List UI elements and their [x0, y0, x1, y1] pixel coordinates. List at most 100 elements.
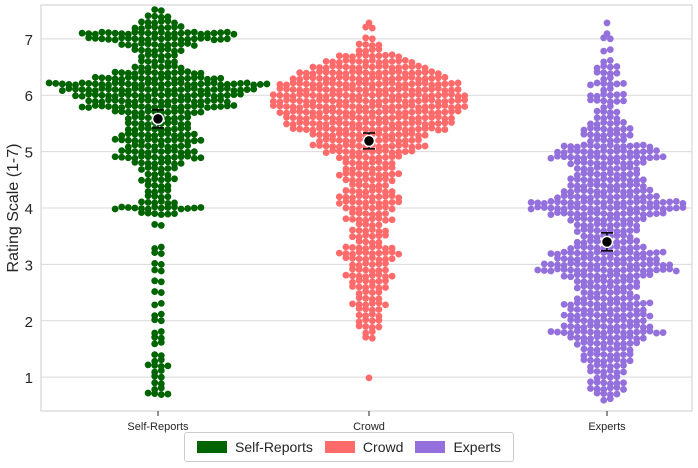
point-self-reports [157, 158, 165, 166]
point-experts [560, 153, 568, 161]
point-experts [600, 333, 608, 341]
point-experts [613, 299, 621, 307]
point-self-reports [164, 165, 172, 172]
point-crowd [329, 136, 337, 144]
point-crowd [342, 204, 350, 212]
point-crowd [375, 306, 383, 313]
point-self-reports [210, 103, 218, 111]
point-crowd [401, 141, 409, 149]
point-self-reports [131, 74, 139, 82]
point-crowd [448, 90, 455, 98]
point-crowd [276, 109, 284, 117]
point-crowd [375, 80, 383, 88]
point-experts [653, 192, 660, 200]
point-experts [633, 265, 641, 273]
point-experts [540, 260, 548, 268]
point-self-reports [171, 108, 178, 116]
point-experts [580, 243, 588, 251]
point-self-reports [197, 91, 205, 99]
point-crowd [395, 152, 403, 160]
point-crowd [342, 271, 350, 279]
point-experts [593, 283, 601, 291]
point-crowd [388, 177, 396, 185]
point-experts [620, 136, 627, 144]
point-experts [633, 322, 641, 329]
point-crowd [322, 107, 330, 115]
point-crowd [395, 74, 403, 82]
point-experts [560, 255, 568, 263]
point-crowd [296, 108, 304, 116]
point-experts [666, 198, 674, 206]
legend-swatch [324, 441, 355, 453]
mean-point [600, 235, 614, 249]
point-crowd [388, 86, 396, 93]
point-experts [580, 232, 588, 240]
point-self-reports [177, 68, 185, 76]
point-experts [613, 136, 621, 144]
point-experts [573, 334, 581, 342]
point-crowd [302, 73, 310, 81]
point-crowd [355, 283, 363, 291]
point-crowd [349, 131, 356, 139]
point-self-reports [151, 175, 159, 183]
point-experts [633, 254, 641, 262]
point-self-reports [157, 169, 165, 177]
point-crowd [401, 91, 409, 99]
point-crowd [349, 113, 356, 121]
point-self-reports [45, 79, 53, 87]
point-self-reports [230, 80, 238, 88]
point-self-reports [197, 80, 205, 88]
point-self-reports [263, 80, 271, 88]
point-crowd [421, 131, 429, 139]
point-crowd [349, 300, 356, 308]
point-self-reports [144, 181, 152, 189]
point-crowd [349, 209, 356, 217]
point-experts [659, 209, 667, 217]
point-experts [573, 327, 581, 335]
point-self-reports [138, 40, 145, 47]
point-crowd [368, 254, 376, 262]
point-experts [587, 81, 594, 89]
point-crowd [335, 119, 343, 127]
point-experts [600, 62, 608, 70]
point-experts [587, 283, 594, 290]
legend-label: Experts [453, 439, 501, 455]
point-experts [613, 355, 621, 363]
point-crowd [421, 142, 429, 150]
point-crowd [375, 288, 383, 296]
point-self-reports [118, 203, 126, 211]
point-self-reports [157, 310, 165, 318]
point-crowd [355, 164, 363, 171]
point-self-reports [151, 97, 159, 105]
point-crowd [454, 96, 462, 104]
point-self-reports [210, 86, 218, 93]
point-self-reports [171, 175, 178, 183]
point-crowd [362, 108, 370, 116]
point-experts [593, 361, 601, 369]
point-self-reports [164, 34, 172, 42]
point-experts [567, 210, 575, 218]
point-crowd [421, 114, 429, 122]
point-self-reports [138, 57, 145, 65]
point-experts [593, 255, 601, 263]
point-crowd [342, 148, 350, 156]
point-experts [587, 339, 594, 347]
point-self-reports [98, 85, 106, 92]
point-crowd [349, 265, 356, 273]
point-self-reports [177, 47, 185, 55]
point-self-reports [197, 34, 205, 42]
point-crowd [368, 74, 376, 82]
point-self-reports [197, 102, 205, 109]
point-experts [613, 193, 621, 201]
point-experts [600, 210, 608, 218]
point-experts [600, 277, 608, 285]
point-experts [547, 154, 555, 162]
point-experts [620, 221, 627, 228]
point-crowd [388, 125, 396, 132]
point-crowd [428, 96, 436, 104]
point-experts [633, 226, 641, 234]
point-self-reports [210, 36, 218, 44]
point-self-reports [151, 182, 159, 189]
point-experts [593, 237, 601, 245]
point-crowd [355, 57, 363, 65]
